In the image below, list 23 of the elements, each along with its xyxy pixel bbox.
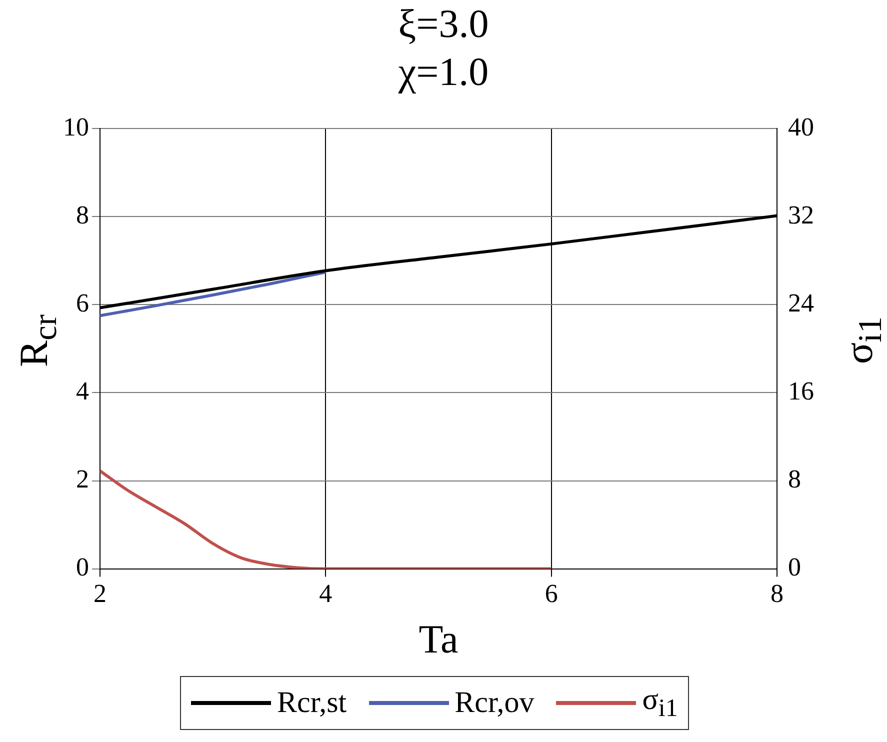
legend-label: σ$_{i1}$: [642, 683, 678, 723]
x-tick-label: 4: [319, 579, 332, 608]
y-tick-label: 0: [76, 552, 89, 582]
legend-label: Rcr,st: [277, 686, 347, 720]
y2-tick-label: 24: [788, 288, 814, 318]
y2-tick-label: 40: [788, 112, 814, 142]
chart-title: ξ=3.0: [397, 0, 490, 47]
x-tick-label: 6: [544, 579, 558, 608]
line-series: [100, 270, 328, 318]
y-tick-label: 10: [63, 112, 89, 142]
x-axis-title: Ta: [418, 616, 458, 662]
y-tick-label: 6: [76, 288, 89, 318]
y-tick-label: 8: [76, 200, 89, 230]
line-series: [100, 469, 553, 569]
y2-tick-label: 8: [788, 464, 801, 494]
y2-tick-label: 16: [788, 376, 814, 406]
x-tick-label: 8: [770, 579, 784, 608]
legend-label: Rcr,ov: [454, 686, 534, 720]
chart-subtitle: χ=1.0: [397, 48, 490, 95]
y2-tick-label: 32: [788, 200, 814, 230]
y-tick-label: 4: [76, 376, 89, 406]
y2-tick-label: 0: [788, 552, 801, 582]
y-tick-label: 2: [76, 464, 89, 494]
